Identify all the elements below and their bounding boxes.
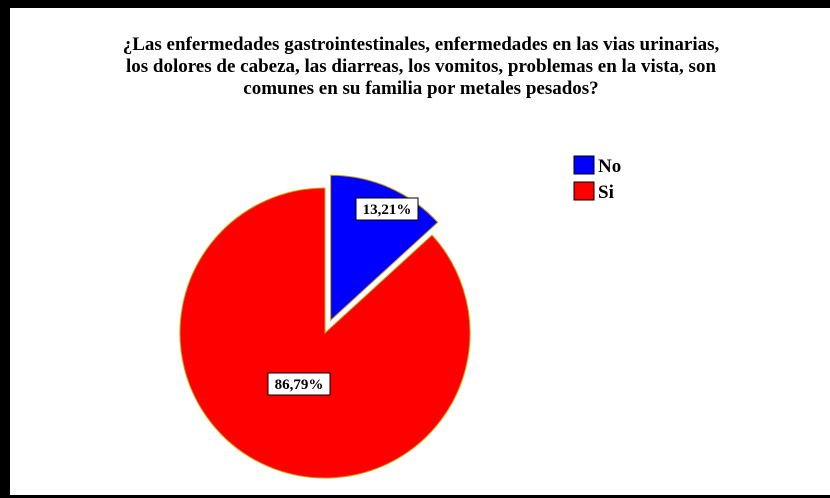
pie-slices — [179, 174, 471, 479]
legend-swatch — [573, 155, 595, 175]
data-label-no: 13,21% — [355, 197, 419, 221]
legend-item-no: No — [573, 155, 621, 177]
data-label-si: 86,79% — [267, 372, 331, 396]
chart-title-line-3: comunes en su familia por metales pesado… — [243, 78, 599, 99]
pie-slice-si — [179, 187, 471, 479]
chart-title: ¿Las enfermedades gastrointestinales, en… — [12, 34, 830, 100]
legend-label: Si — [598, 182, 614, 203]
legend-item-si: Si — [573, 181, 614, 203]
data-label-box — [355, 197, 419, 221]
legend-label: No — [598, 156, 621, 177]
pie-labels: 13,21% 86,79% — [267, 197, 419, 396]
legend: No Si — [573, 155, 621, 203]
data-label-box — [267, 372, 331, 396]
chart-title-line-2: los dolores de cabeza, las diarreas, los… — [125, 56, 717, 77]
data-label-text: 13,21% — [363, 202, 412, 218]
chart-title-line-1: ¿Las enfermedades gastrointestinales, en… — [122, 34, 720, 55]
legend-swatch — [573, 181, 595, 201]
data-label-text: 86,79% — [275, 377, 324, 393]
